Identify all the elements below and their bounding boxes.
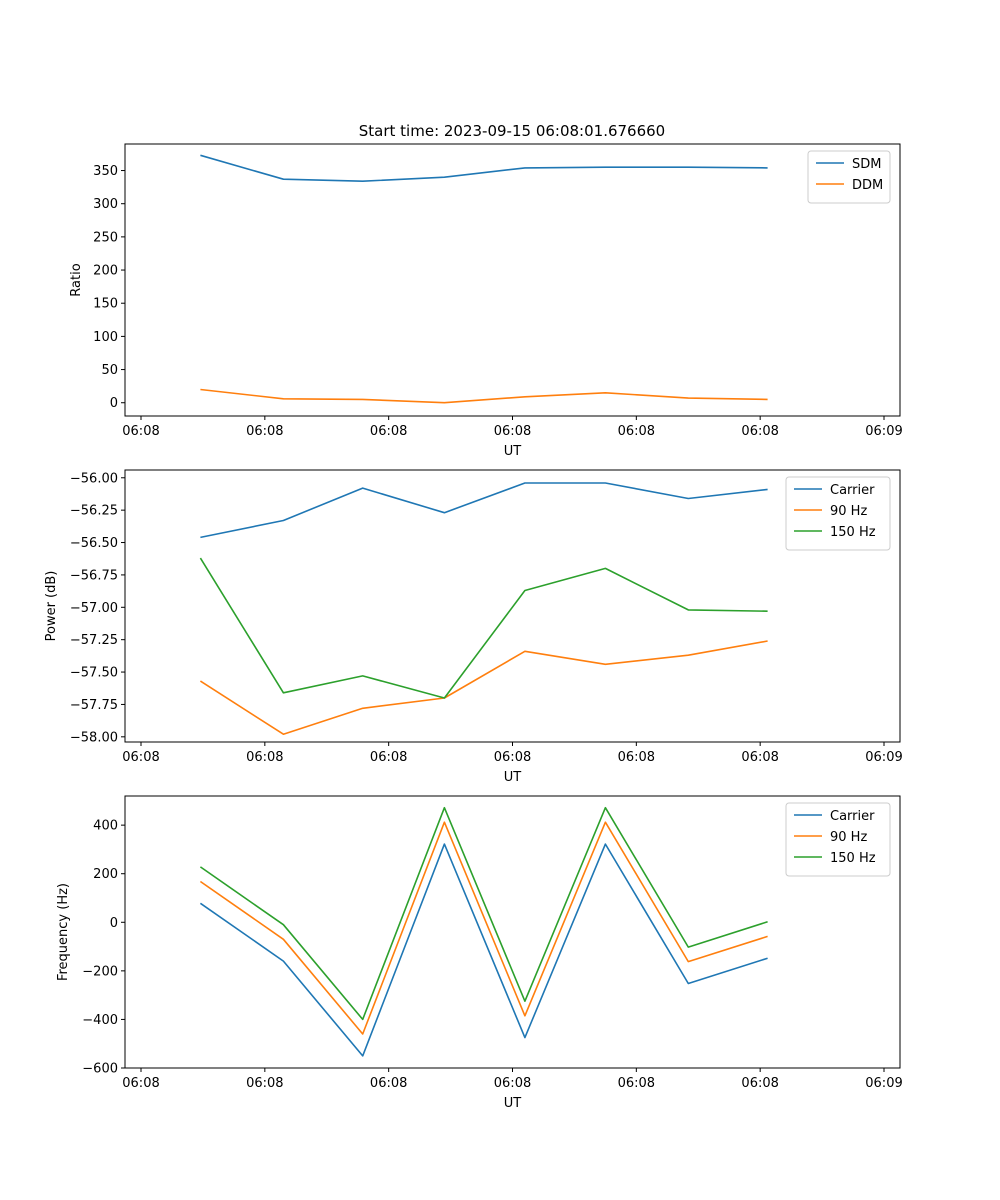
x-axis-label: UT — [504, 1096, 522, 1111]
series-line-90-hz — [199, 821, 768, 1035]
y-tick-label: 100 — [93, 330, 118, 345]
y-axis-label: Frequency (Hz) — [56, 883, 71, 981]
y-tick-label: −57.75 — [70, 698, 118, 713]
x-tick-label: 06:08 — [122, 1076, 159, 1091]
y-tick-label: 250 — [93, 230, 118, 245]
x-tick-label: 06:08 — [741, 424, 778, 439]
series-line-carrier — [200, 482, 768, 539]
series-line-sdm — [200, 154, 768, 182]
y-tick-label: −56.25 — [70, 504, 118, 519]
legend-box — [807, 150, 891, 204]
x-tick-label: 06:08 — [370, 1076, 407, 1091]
legend-label: SDM — [852, 157, 881, 172]
x-tick-label: 06:09 — [865, 424, 902, 439]
x-tick-label: 06:08 — [246, 1076, 283, 1091]
y-tick-label: −56.50 — [70, 536, 118, 551]
y-tick-label: −57.00 — [70, 601, 118, 616]
legend-label: DDM — [852, 178, 883, 193]
figure-title: Start time: 2023-09-15 06:08:01.676660 — [359, 122, 665, 140]
y-tick-label: −57.50 — [70, 666, 118, 681]
x-tick-label: 06:09 — [865, 750, 902, 765]
y-tick-label: −58.00 — [70, 730, 118, 745]
y-tick-label: −56.00 — [70, 471, 118, 486]
y-axis-label: Power (dB) — [44, 571, 59, 642]
x-tick-label: 06:08 — [246, 750, 283, 765]
y-tick-label: −200 — [82, 964, 118, 979]
x-tick-label: 06:08 — [618, 750, 655, 765]
x-tick-label: 06:08 — [122, 750, 159, 765]
y-tick-label: 400 — [93, 819, 118, 834]
x-tick-label: 06:08 — [246, 424, 283, 439]
y-tick-label: −400 — [82, 1013, 118, 1028]
legend-label: 90 Hz — [830, 504, 867, 519]
y-tick-label: −56.75 — [70, 568, 118, 583]
legend-label: 90 Hz — [830, 830, 867, 845]
series-line-150-hz — [199, 557, 768, 699]
legend-label: Carrier — [830, 483, 875, 498]
x-tick-label: 06:08 — [494, 1076, 531, 1091]
subplot-power: 06:08 06:08 06:08 06:08 06:08 06:08 06:09 −58.0… — [44, 469, 903, 785]
x-axis-label: UT — [504, 444, 522, 459]
y-tick-label: 350 — [93, 164, 118, 179]
x-axis-label: UT — [504, 770, 522, 785]
y-tick-label: −600 — [82, 1062, 118, 1077]
legend-label: 150 Hz — [830, 851, 876, 866]
series-line-90-hz — [199, 640, 768, 736]
series-line-carrier — [199, 843, 768, 1057]
y-tick-label: −57.25 — [70, 633, 118, 648]
x-tick-label: 06:08 — [741, 1076, 778, 1091]
y-tick-label: 150 — [93, 297, 118, 312]
series-line-ddm — [200, 388, 768, 404]
x-tick-label: 06:08 — [618, 1076, 655, 1091]
subplot-ratio: 06:08 06:08 06:08 06:08 06:08 06:08 06:09 0 50 10… — [69, 143, 903, 459]
x-tick-label: 06:08 — [122, 424, 159, 439]
x-tick-label: 06:08 — [494, 424, 531, 439]
y-tick-label: 200 — [93, 867, 118, 882]
x-tick-label: 06:08 — [370, 424, 407, 439]
series-line-150-hz — [199, 806, 768, 1021]
x-tick-label: 06:08 — [370, 750, 407, 765]
y-tick-label: 0 — [110, 396, 118, 411]
legend-label: 150 Hz — [830, 525, 876, 540]
y-tick-label: 50 — [101, 363, 118, 378]
legend-label: Carrier — [830, 809, 875, 824]
x-tick-label: 06:08 — [741, 750, 778, 765]
y-axis-label: Ratio — [69, 263, 84, 296]
x-tick-label: 06:08 — [494, 750, 531, 765]
x-tick-label: 06:08 — [618, 424, 655, 439]
x-tick-label: 06:09 — [865, 1076, 902, 1091]
y-tick-label: 300 — [93, 197, 118, 212]
y-tick-label: 0 — [110, 916, 118, 931]
subplot-frequency: 06:08 06:08 06:08 06:08 06:08 06:08 06:09 −600 −… — [56, 795, 903, 1111]
y-tick-label: 200 — [93, 264, 118, 279]
